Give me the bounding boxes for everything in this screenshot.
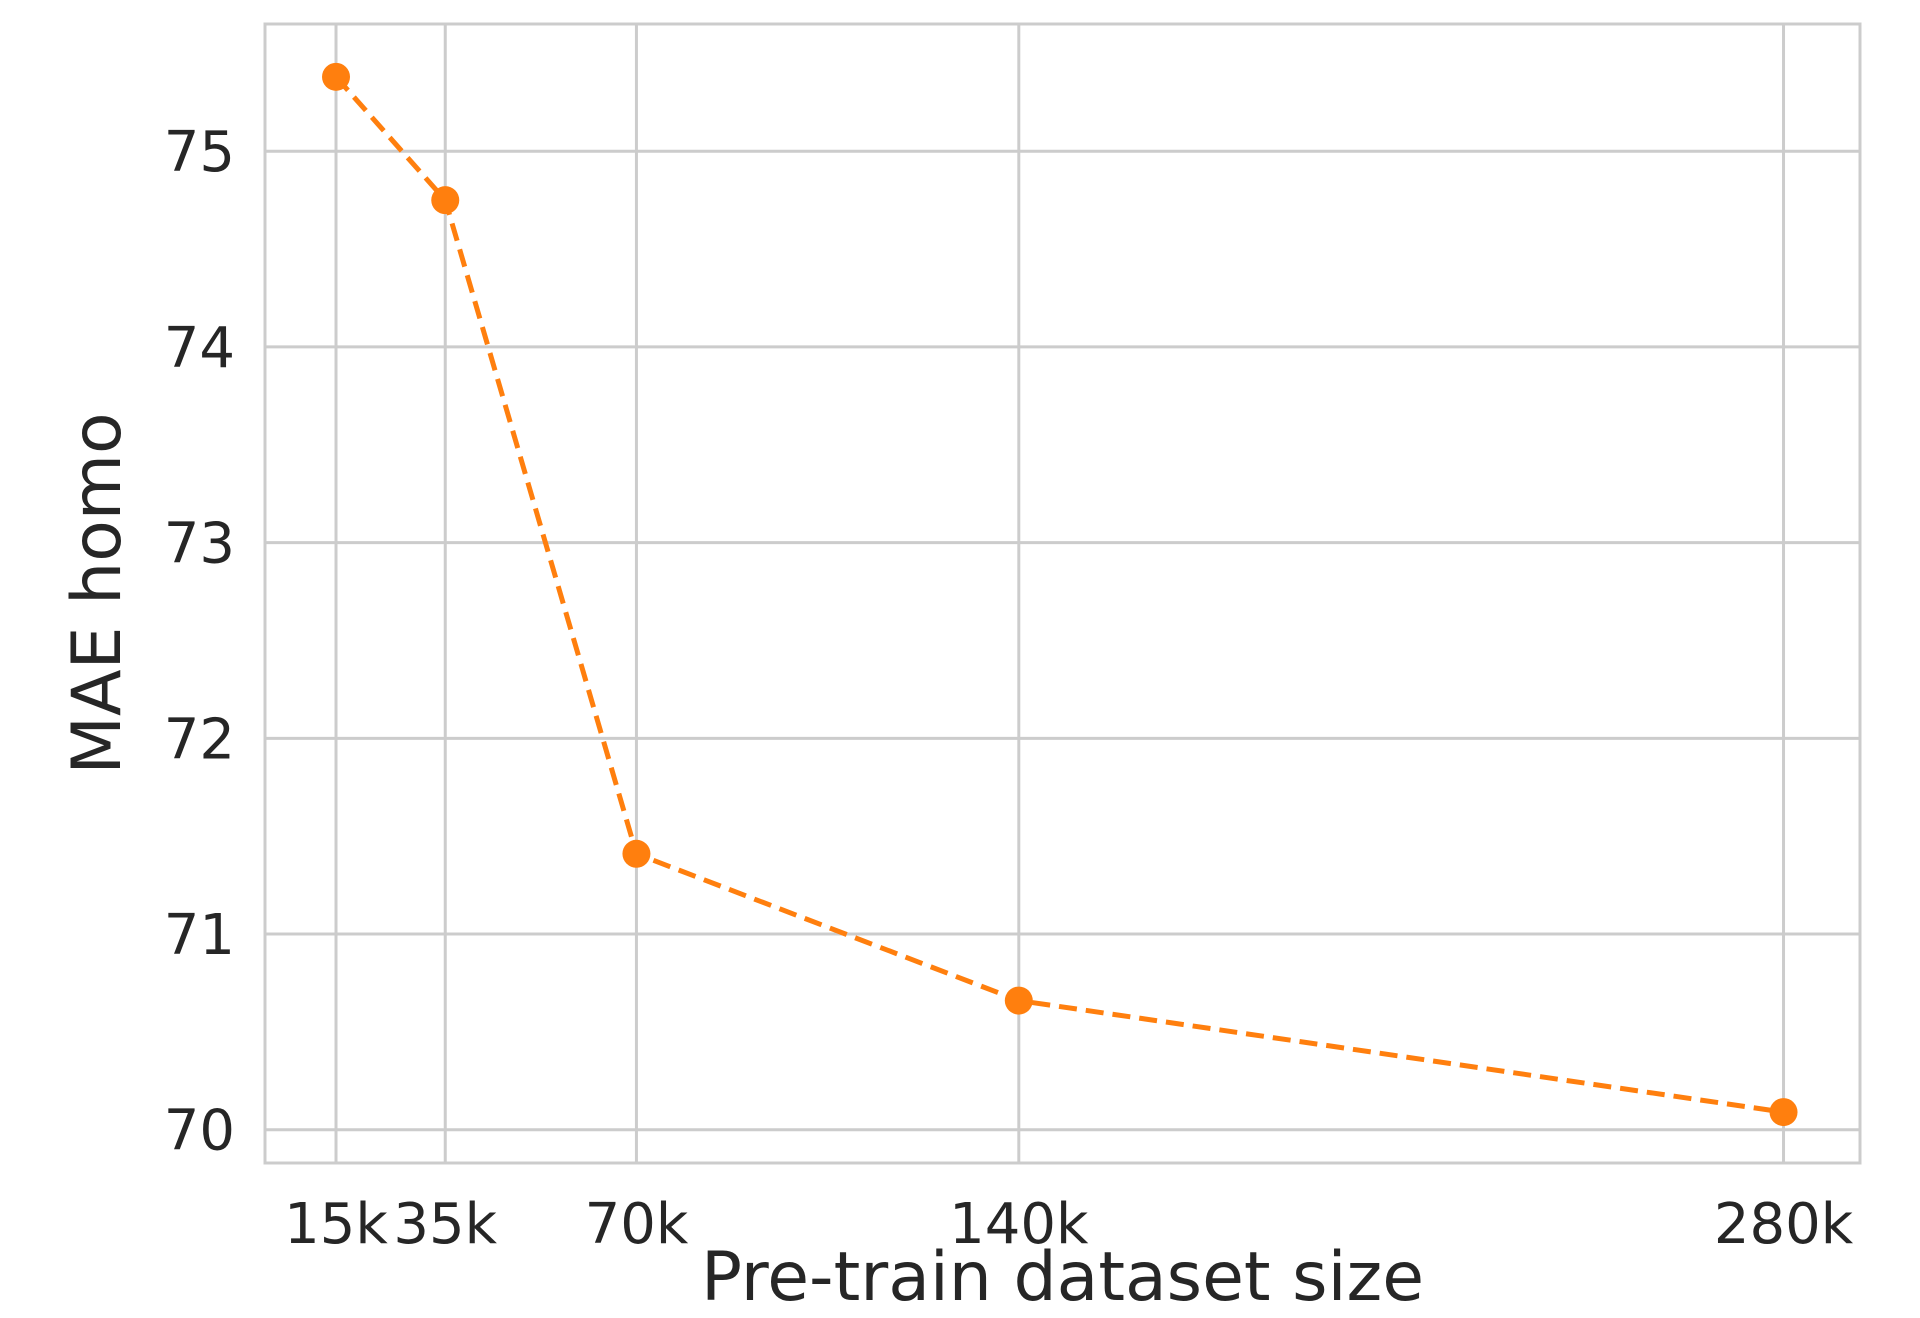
y-tick-label: 70 — [164, 1099, 235, 1164]
x-axis-label: Pre-train dataset size — [701, 1238, 1424, 1317]
data-point — [322, 62, 351, 91]
x-tick-label: 140k — [949, 1192, 1089, 1257]
y-axis-label: MAE homo — [58, 412, 137, 774]
y-tick-label: 74 — [164, 316, 235, 381]
x-tick-label: 15k — [284, 1192, 388, 1257]
x-tick-label: 70k — [585, 1192, 689, 1257]
data-point — [1004, 986, 1033, 1015]
y-tick-label: 71 — [164, 903, 235, 968]
y-axis-ticks: 70 71 72 73 74 75 — [164, 120, 235, 1164]
y-tick-label: 72 — [164, 707, 235, 772]
x-tick-label: 35k — [393, 1192, 497, 1257]
data-point — [1769, 1098, 1798, 1127]
x-tick-label: 280k — [1714, 1192, 1854, 1257]
data-point — [622, 839, 651, 868]
plot-frame — [263, 22, 1862, 1165]
grid — [265, 24, 1860, 1163]
series-line — [334, 75, 1784, 1115]
data-point — [431, 186, 460, 215]
y-tick-label: 75 — [164, 120, 235, 185]
x-axis-ticks: 15k 35k 70k 140k 280k — [284, 1192, 1854, 1257]
y-tick-label: 73 — [164, 512, 235, 577]
series — [322, 62, 1798, 1127]
